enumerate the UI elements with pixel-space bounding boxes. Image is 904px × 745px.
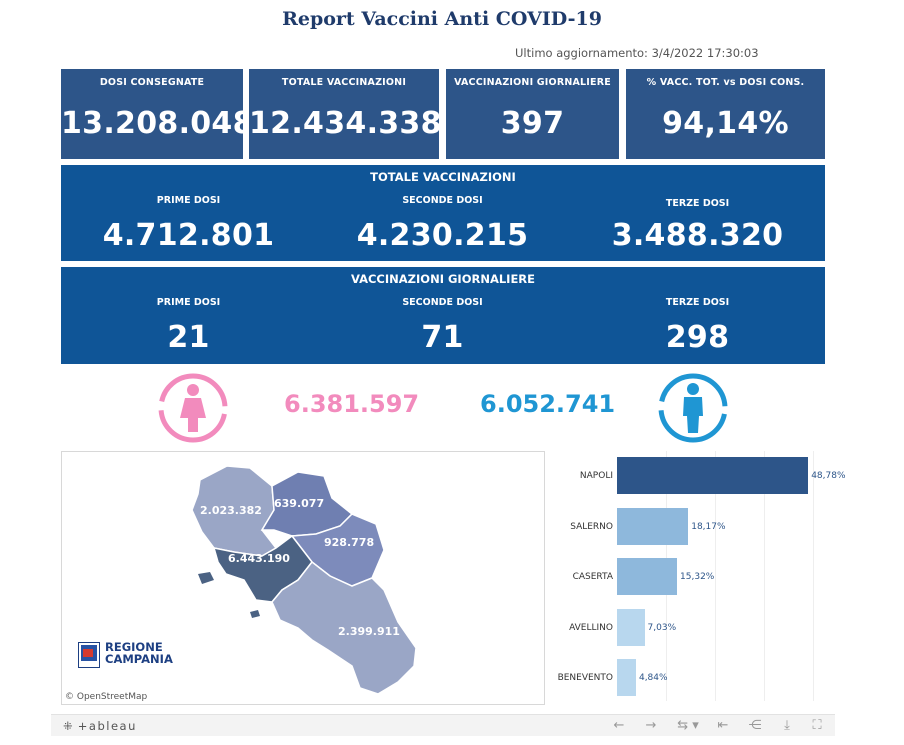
male-icon[interactable] [655, 370, 731, 446]
bar-value-salerno: 18,17% [691, 521, 726, 532]
kpi-label: % VACC. TOT. vs DOSI CONS. [646, 77, 805, 88]
map-label-avellino: 928.778 [324, 536, 375, 549]
last-update: Ultimo aggiornamento: 3/4/2022 17:30:03 [515, 46, 759, 60]
download-icon[interactable]: ⤓ [784, 718, 790, 733]
col-label: SECONDE DOSI [402, 297, 483, 308]
campania-map[interactable]: 2.023.382 639.077 928.778 6.443.190 2.39… [61, 451, 545, 705]
col-value: 3.488.320 [611, 218, 784, 253]
giornaliere-terze-dosi: TERZE DOSI 298 [570, 297, 825, 355]
col-label: SECONDE DOSI [402, 195, 483, 206]
totale-prime-dosi: PRIME DOSI 4.712.801 [61, 195, 316, 253]
map-label-caserta: 2.023.382 [200, 504, 262, 517]
province-salerno [271, 560, 417, 695]
kpi-label: VACCINAZIONI GIORNALIERE [454, 77, 611, 88]
col-label: TERZE DOSI [665, 198, 730, 209]
chart-gridline [715, 451, 716, 701]
bar-caserta[interactable] [617, 558, 678, 595]
reset-icon[interactable]: ⇤ [717, 718, 729, 733]
kpi-value: 397 [500, 106, 565, 141]
regione-campania-logo: REGIONE CAMPANIA [78, 640, 188, 680]
totale-terze-dosi: TERZE DOSI 3.488.320 [570, 198, 825, 253]
share-icon[interactable]: ⋲ [748, 718, 762, 733]
undo-icon[interactable]: ← [613, 718, 625, 733]
col-value: 4.712.801 [102, 218, 275, 253]
female-value: 6.381.597 [284, 390, 420, 418]
bar-label-salerno: SALERNO [570, 521, 613, 532]
bar-value-benevento: 4,84% [638, 673, 668, 683]
bar-value-avellino: 7,03% [647, 622, 677, 633]
chart-gridline [813, 451, 814, 701]
bar-salerno[interactable] [617, 507, 689, 545]
giornaliere-prime-dosi: PRIME DOSI 21 [61, 297, 316, 355]
fullscreen-icon[interactable]: ⛶ [812, 718, 822, 733]
island-ischia [198, 572, 214, 584]
kpi-totale-vaccinazioni[interactable]: TOTALE VACCINAZIONI 12.434.338 [249, 69, 442, 159]
map-label-napoli: 6.443.190 [228, 552, 290, 565]
col-value: 21 [167, 320, 210, 355]
kpi-value: 94,14% [662, 106, 789, 141]
col-label: PRIME DOSI [156, 297, 221, 308]
col-value: 4.230.215 [356, 218, 529, 253]
tableau-toolbar: ⁜ +ableau ← → ⇆ ▾ ⇤ ⋲ ⤓ ⛶ [51, 714, 835, 736]
vaccinazioni-giornaliere-band[interactable]: VACCINAZIONI GIORNALIERE PRIME DOSI 21 S… [61, 267, 825, 364]
bar-label-napoli: NAPOLI [579, 471, 613, 481]
totale-vaccinazioni-band[interactable]: TOTALE VACCINAZIONI PRIME DOSI 4.712.801… [61, 165, 825, 261]
map-label-salerno: 2.399.911 [338, 625, 400, 638]
kpi-vaccinazioni-giornaliere[interactable]: VACCINAZIONI GIORNALIERE 397 [446, 69, 619, 159]
kpi-dosi-consegnate[interactable]: DOSI CONSEGNATE 13.208.048 [61, 69, 254, 159]
bar-value-napoli: 48,78% [811, 471, 846, 481]
redo-icon[interactable]: → [645, 718, 657, 733]
bar-value-caserta: 15,32% [680, 572, 715, 582]
kpi-value: 13.208.048 [61, 106, 254, 141]
totale-seconde-dosi: SECONDE DOSI 4.230.215 [315, 195, 570, 253]
bar-benevento[interactable] [617, 659, 636, 696]
bar-avellino[interactable] [617, 608, 645, 646]
province-bar-chart[interactable]: NAPOLI 48,78% SALERNO 18,17% CASERTA 15,32% AV… [555, 451, 846, 705]
col-value: 298 [665, 320, 730, 355]
tableau-logo[interactable]: ⁜ +ableau [63, 719, 137, 733]
male-value: 6.052.741 [480, 390, 616, 418]
col-value: 71 [421, 320, 464, 355]
map-svg [191, 465, 417, 695]
logo-badge [78, 642, 100, 668]
map-attribution[interactable]: © OpenStreetMap [65, 692, 148, 702]
kpi-percentuale[interactable]: % VACC. TOT. vs DOSI CONS. 94,14% [626, 69, 825, 159]
giornaliere-seconde-dosi: SECONDE DOSI 71 [315, 297, 570, 355]
page-title: Report Vaccini Anti COVID-19 [282, 8, 602, 30]
bar-label-benevento: BENEVENTO [557, 673, 613, 683]
kpi-value: 12.434.338 [249, 106, 442, 141]
island-capri [250, 610, 260, 618]
female-icon[interactable] [155, 370, 231, 446]
logo-line2: CAMPANIA [105, 652, 173, 666]
col-label: TERZE DOSI [665, 297, 730, 308]
band-title: VACCINAZIONI GIORNALIERE [350, 272, 536, 286]
kpi-label: TOTALE VACCINAZIONI [281, 77, 407, 88]
chart-gridline [764, 451, 765, 701]
bar-napoli[interactable] [617, 457, 809, 494]
band-title: TOTALE VACCINAZIONI [370, 170, 516, 184]
col-label: PRIME DOSI [156, 195, 221, 206]
map-label-benevento: 639.077 [274, 497, 325, 510]
kpi-label: DOSI CONSEGNATE [99, 77, 205, 88]
revert-icon[interactable]: ⇆ ▾ [677, 718, 699, 733]
logo-line1: REGIONE [105, 640, 163, 654]
bar-label-caserta: CASERTA [572, 572, 613, 582]
bar-label-avellino: AVELLINO [569, 622, 613, 633]
